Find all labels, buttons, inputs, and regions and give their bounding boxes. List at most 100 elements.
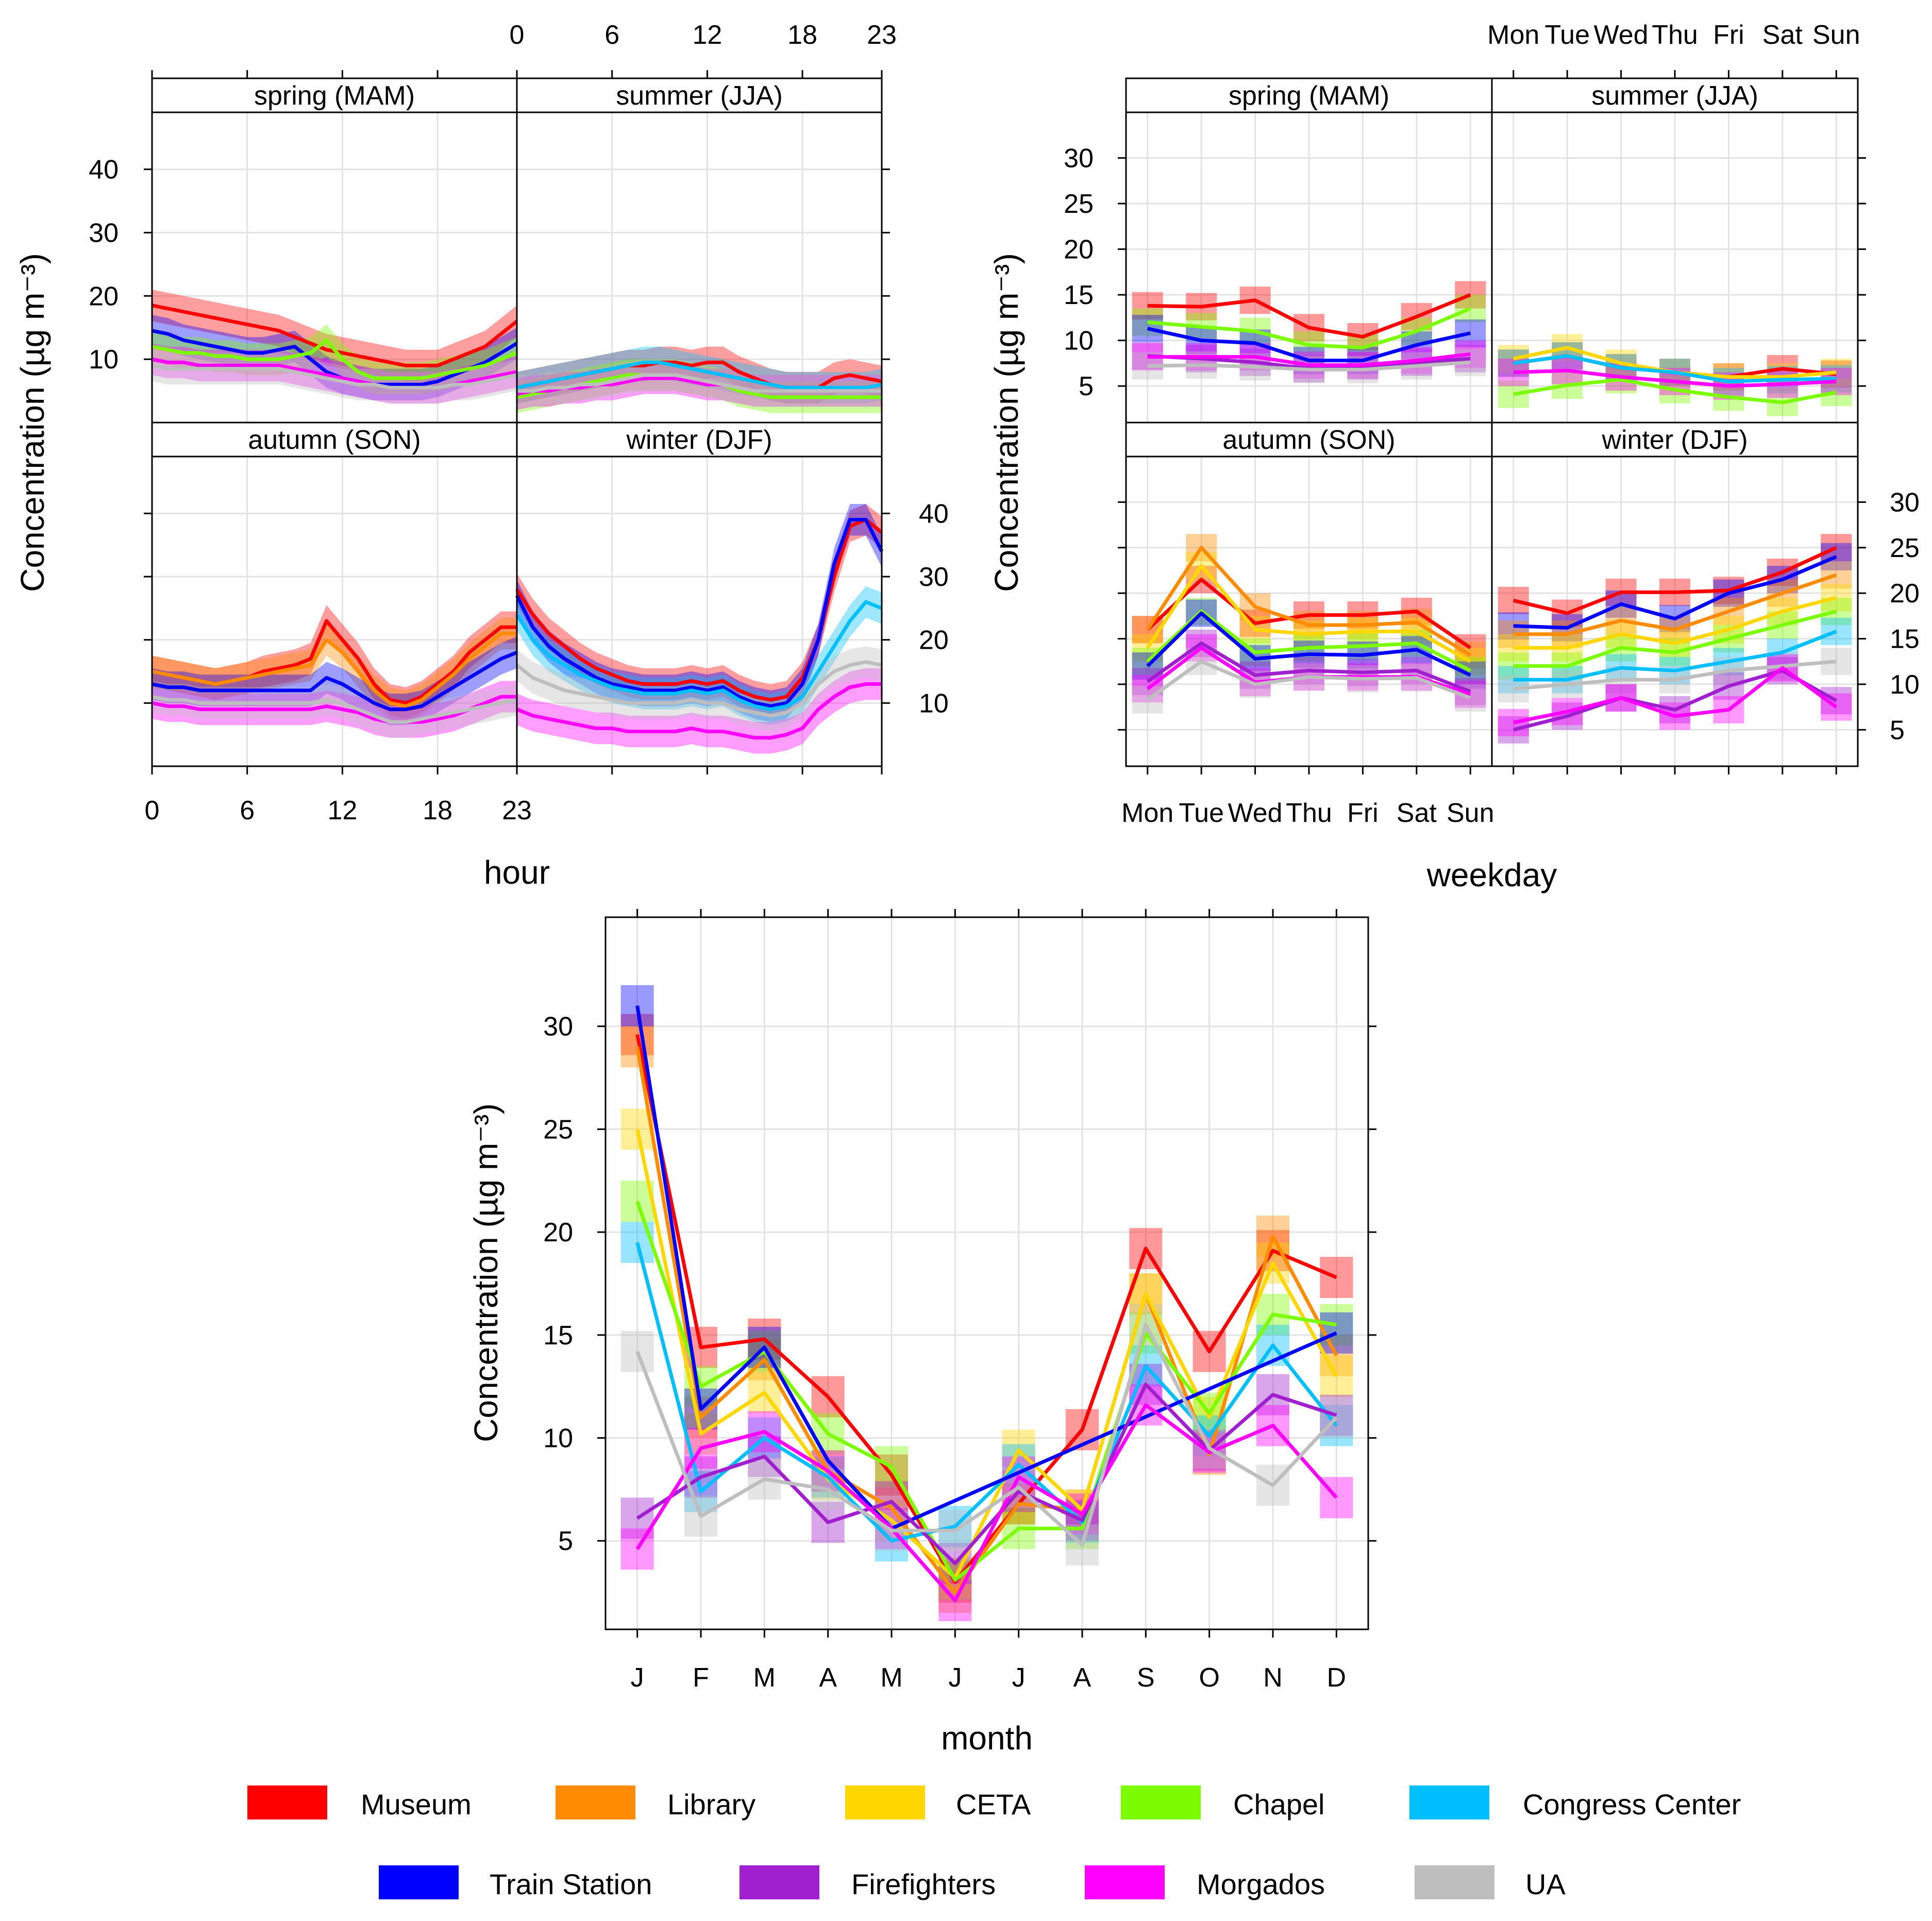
- weekday-line-winter-museum: [1513, 546, 1837, 615]
- legend-label: UA: [1525, 1868, 1566, 1900]
- hour-ytick-label-right: 40: [919, 499, 949, 529]
- weekday-summer-strip: [1491, 77, 1859, 113]
- month-xtick-label: J: [631, 1663, 644, 1693]
- weekday-line-autumn-ceta: [1146, 564, 1471, 663]
- legend-swatch: [1409, 1785, 1489, 1819]
- hour-line-winter-ua: [515, 660, 882, 718]
- hour-line-autumn-ua: [152, 695, 517, 724]
- hour-line-summer-congress-center: [516, 360, 882, 390]
- hour-line-autumn-train-station: [152, 650, 518, 712]
- hour-ytick-label: 20: [89, 281, 119, 311]
- hour-xtick-label: 12: [327, 796, 357, 825]
- legend-swatch: [1085, 1865, 1165, 1899]
- weekday-xtick-label: Thu: [1286, 798, 1332, 828]
- hour-line-winter-congress-center: [515, 600, 883, 712]
- weekday-xtick-label: Tue: [1179, 798, 1224, 828]
- weekday-panel-autumn: [1125, 422, 1493, 767]
- weekday-summer-strip-label: summer (JJA): [1591, 81, 1758, 111]
- weekday-xtick-label: Sat: [1397, 798, 1437, 828]
- hour-line-autumn-library: [152, 631, 517, 708]
- legend-swatch: [1415, 1865, 1494, 1899]
- hour-xtick-label-top: 23: [867, 20, 897, 50]
- legend-swatch: [556, 1785, 635, 1819]
- weekday-ylabel: Concentration (µg m⁻³): [988, 253, 1025, 592]
- legend: [247, 1785, 1494, 1899]
- month-xtick-label: F: [693, 1663, 709, 1693]
- weekday-winter-strip-label: winter (DJF): [1601, 425, 1748, 455]
- hour-xtick-label-top: 12: [692, 20, 722, 50]
- legend-label: CETA: [956, 1788, 1031, 1821]
- legend-label: Chapel: [1233, 1788, 1324, 1821]
- weekday-panel-winter: [1491, 422, 1859, 767]
- hour-ytick-label-right: 30: [919, 562, 949, 592]
- weekday-xtick-label-top: Thu: [1652, 20, 1698, 50]
- hour-ytick-label: 40: [89, 155, 119, 185]
- legend-label: Congress Center: [1523, 1788, 1741, 1821]
- legend-item-ua: [1415, 1865, 1494, 1899]
- month-ytick-label: 20: [543, 1218, 573, 1248]
- hour-panel-group: [144, 70, 890, 774]
- legend-item-ceta: [845, 1785, 925, 1819]
- weekday-spring-strip-label: spring (MAM): [1229, 81, 1389, 111]
- month-xtick-label: N: [1263, 1663, 1283, 1693]
- hour-spring-strip-label: spring (MAM): [254, 81, 415, 111]
- weekday-line-autumn-ua: [1146, 660, 1471, 701]
- hour-ytick-label-right: 10: [919, 688, 949, 718]
- weekday-box-spring-train-station: [1455, 319, 1486, 347]
- legend-item-train-station: [379, 1865, 459, 1899]
- month-panel-bg: [606, 917, 1368, 1629]
- hour-line-spring-chapel: [152, 338, 518, 380]
- hour-summer-strip-label: summer (JJA): [616, 81, 783, 111]
- hour-panel-bg: [517, 457, 882, 766]
- weekday-ytick-label: 5: [1079, 372, 1094, 401]
- month-line-congress-center: [635, 1242, 1338, 1543]
- month-line-firefighters: [636, 1383, 1337, 1565]
- legend-item-museum: [247, 1785, 327, 1819]
- legend-label: Firefighters: [851, 1868, 996, 1900]
- weekday-xtick-label: Mon: [1121, 798, 1173, 828]
- month-box-library: [620, 1026, 654, 1068]
- hour-autumn-strip: [151, 422, 518, 458]
- legend-label: Museum: [361, 1788, 472, 1821]
- weekday-line-spring-museum: [1147, 293, 1471, 339]
- month-xtick-label: A: [1073, 1663, 1091, 1693]
- weekday-ytick-label-right: 15: [1890, 625, 1920, 654]
- hour-winter-strip-label: winter (DJF): [626, 425, 772, 455]
- hour-line-winter-morgados: [516, 682, 882, 740]
- weekday-xtick-label-top: Sun: [1812, 20, 1860, 50]
- weekday-line-winter-chapel: [1513, 610, 1837, 668]
- hour-panel-summer: [516, 77, 883, 424]
- hour-autumn-strip-label: autumn (SON): [248, 425, 421, 455]
- legend-swatch: [379, 1865, 459, 1899]
- month-ytick-label: 30: [543, 1012, 573, 1042]
- hour-ytick-label-right: 20: [919, 626, 949, 655]
- hour-summer-strip: [516, 77, 883, 113]
- weekday-xlabel: weekday: [1426, 856, 1557, 894]
- hour-xtick-label-top: 6: [604, 20, 619, 50]
- hour-band-winter-museum: [517, 503, 882, 716]
- month-line-museum: [635, 1034, 1337, 1584]
- weekday-ytick-label: 30: [1064, 144, 1094, 174]
- weekday-ytick-label-right: 25: [1890, 533, 1920, 563]
- weekday-winter-strip: [1491, 422, 1859, 458]
- hour-band-spring-museum: [152, 290, 517, 382]
- weekday-xtick-label-top: Wed: [1594, 20, 1649, 50]
- weekday-xtick-label-top: Mon: [1487, 20, 1539, 50]
- weekday-panel-spring: [1125, 77, 1493, 424]
- weekday-line-winter-library: [1513, 573, 1837, 636]
- weekday-line-winter-morgados: [1513, 666, 1838, 724]
- hour-band-summer-chapel: [517, 359, 882, 413]
- weekday-ytick-label-right: 10: [1890, 670, 1920, 700]
- hour-xtick-label-top: 0: [510, 20, 525, 50]
- weekday-line-autumn-firefighters: [1146, 641, 1471, 694]
- legend-item-morgados: [1085, 1865, 1165, 1899]
- month-xtick-label: J: [1012, 1663, 1026, 1693]
- weekday-xtick-label-top: Tue: [1544, 20, 1590, 50]
- month-ytick-label: 25: [543, 1115, 573, 1144]
- weekday-spring-strip: [1125, 77, 1493, 113]
- weekday-ytick-label: 10: [1064, 326, 1094, 356]
- weekday-ytick-label: 15: [1064, 280, 1094, 310]
- month-xlabel: month: [941, 1720, 1033, 1757]
- hour-xtick-label: 0: [145, 796, 160, 825]
